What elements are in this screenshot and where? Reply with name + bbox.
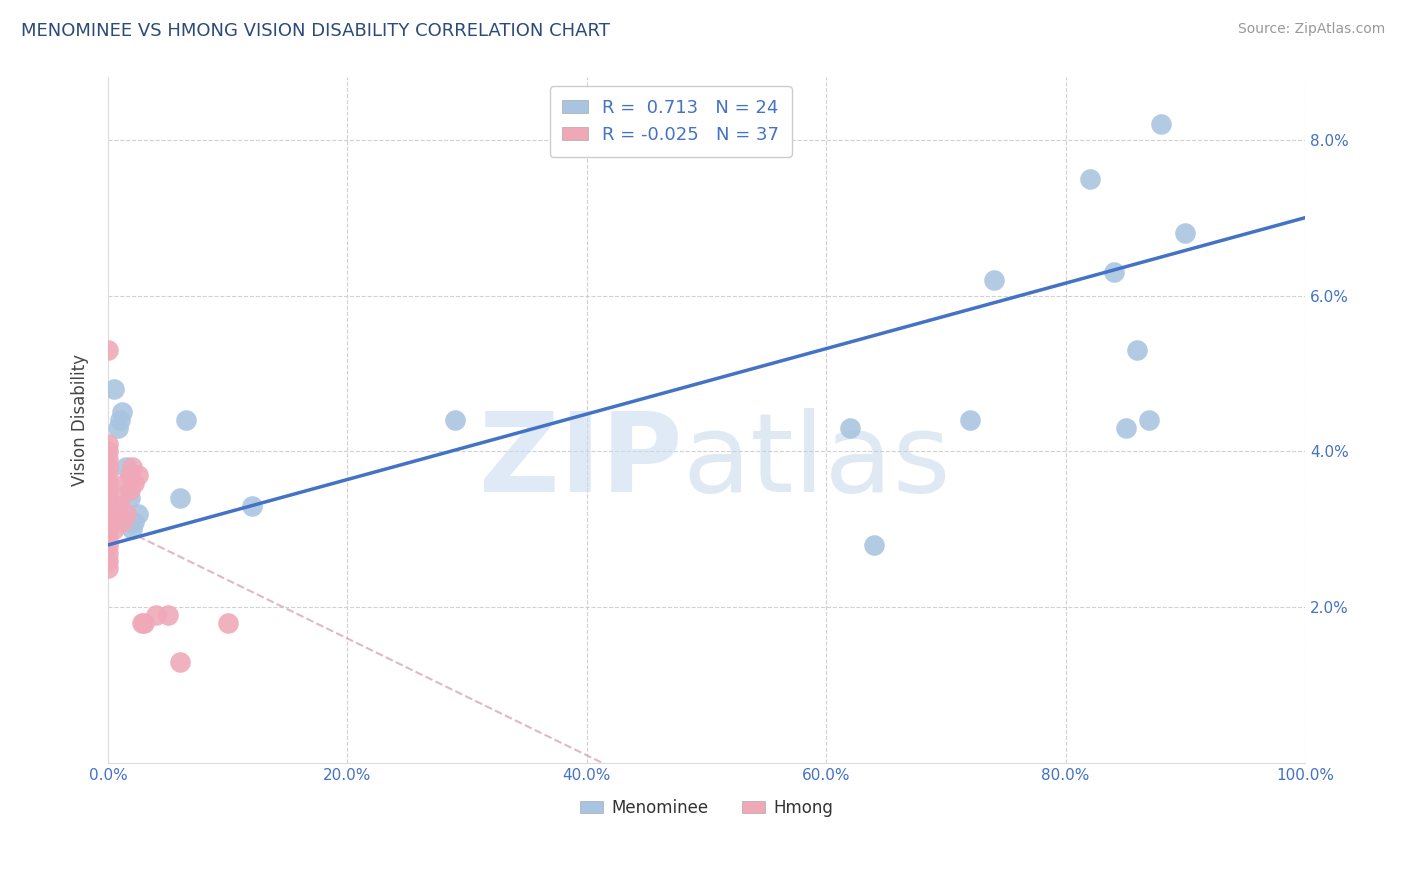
Point [217, 615, 239, 630]
Text: atlas: atlas [682, 408, 950, 515]
Text: ZIP: ZIP [479, 408, 682, 515]
Point [124, 515, 146, 529]
Point [97, 553, 120, 567]
Text: MENOMINEE VS HMONG VISION DISABILITY CORRELATION CHART: MENOMINEE VS HMONG VISION DISABILITY COR… [21, 22, 610, 40]
Point [103, 382, 125, 396]
Point [97, 530, 120, 544]
Point [107, 421, 129, 435]
Point [103, 515, 125, 529]
Point [1126, 343, 1149, 358]
Point [97, 491, 120, 506]
Text: Source: ZipAtlas.com: Source: ZipAtlas.com [1237, 22, 1385, 37]
Point [115, 460, 138, 475]
Point [127, 507, 149, 521]
Point [97, 561, 120, 575]
Point [169, 655, 191, 669]
Point [115, 475, 138, 490]
Legend: Menominee, Hmong: Menominee, Hmong [574, 792, 839, 823]
Point [121, 460, 143, 475]
Point [169, 491, 191, 506]
Point [124, 475, 146, 490]
Point [1150, 117, 1173, 131]
Point [156, 608, 179, 623]
Point [240, 499, 263, 513]
Point [121, 522, 143, 536]
Point [983, 273, 1005, 287]
Point [132, 615, 155, 630]
Point [97, 343, 120, 358]
Point [97, 467, 120, 482]
Point [127, 467, 149, 482]
Point [444, 413, 467, 427]
Y-axis label: Vision Disability: Vision Disability [72, 354, 89, 486]
Point [118, 483, 141, 498]
Point [97, 522, 120, 536]
Point [118, 467, 141, 482]
Point [97, 515, 120, 529]
Point [1102, 265, 1125, 279]
Point [97, 475, 120, 490]
Point [97, 483, 120, 498]
Point [97, 444, 120, 458]
Point [111, 515, 134, 529]
Point [839, 421, 862, 435]
Point [1078, 171, 1101, 186]
Point [97, 538, 120, 552]
Point [959, 413, 981, 427]
Point [131, 615, 153, 630]
Point [863, 538, 886, 552]
Point [145, 608, 167, 623]
Point [111, 405, 134, 419]
Point [107, 507, 129, 521]
Point [97, 452, 120, 467]
Point [118, 491, 141, 506]
Point [108, 491, 131, 506]
Point [115, 507, 138, 521]
Point [174, 413, 197, 427]
Point [97, 546, 120, 560]
Point [97, 460, 120, 475]
Point [97, 507, 120, 521]
Point [108, 413, 131, 427]
Point [97, 499, 120, 513]
Point [1139, 413, 1161, 427]
Point [1174, 227, 1197, 241]
Point [97, 436, 120, 450]
Point [107, 499, 129, 513]
Point [103, 522, 125, 536]
Point [1115, 421, 1137, 435]
